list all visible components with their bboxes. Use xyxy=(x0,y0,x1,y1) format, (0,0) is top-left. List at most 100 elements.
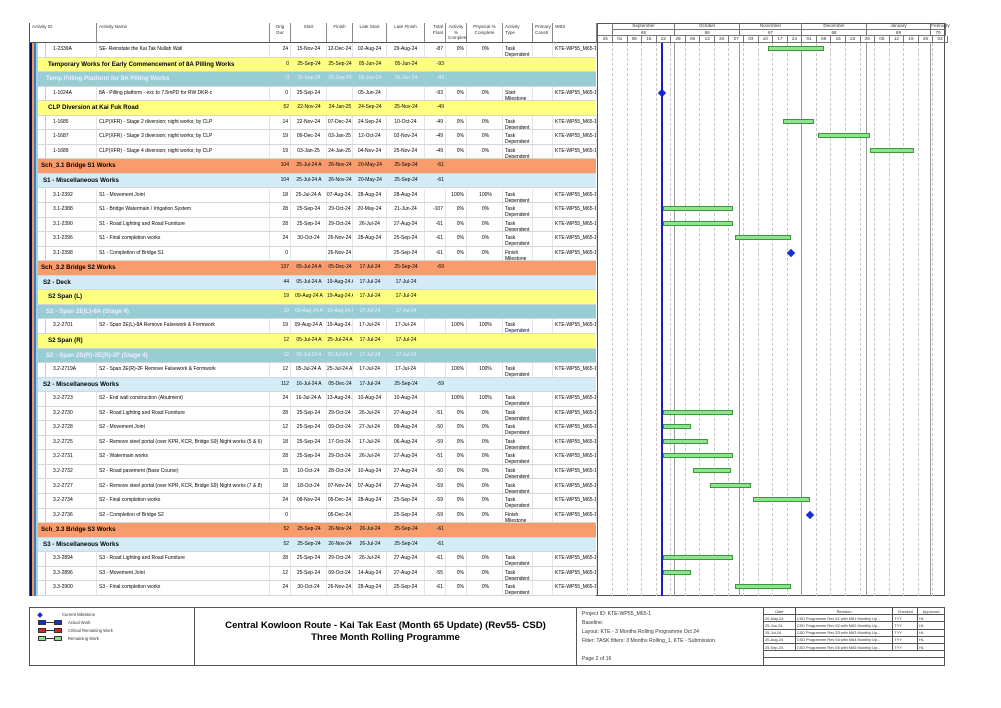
table-row[interactable]: 3.2-2725 S2 - Remove steel portal (over K… xyxy=(30,435,597,451)
remaining-work-bar[interactable] xyxy=(782,118,814,124)
orig-dur: 18 xyxy=(270,435,291,450)
summary-row[interactable]: S2 Span (R) 12 05-Jul-24 A 25-Jul-24 A 17-Ju… xyxy=(30,334,596,349)
col-header-activity-pct[interactable]: Activity % Complete xyxy=(446,23,468,43)
table-row[interactable]: 3.2-2730 S2 - Road Lighting and Road Furn… xyxy=(30,406,597,422)
start-date: 10-Oct-24 xyxy=(291,464,327,479)
summary-row[interactable]: S2 Span (L) 19 09-Aug-24 A 19-Aug-24 A 17-Ju… xyxy=(30,290,596,305)
table-row[interactable]: 3.2-2727 S2 - Remove steel portal (over K… xyxy=(30,479,597,495)
start-date: 25-Sep-24 xyxy=(297,526,321,533)
table-row[interactable]: 3.2-2734 S2 - Final completion works 24 08-… xyxy=(30,494,597,509)
table-row[interactable]: 3.2-2719A S2 - Span 2E(R)-2F Remove False… xyxy=(30,363,597,378)
table-row[interactable]: 3.1-2392 S1 - Movement Joint 18 25-Jul-24 A… xyxy=(30,188,597,204)
summary-row[interactable]: S2 - Miscellaneous Works 112 16-Jul-24 A 05… xyxy=(30,377,596,393)
remaining-work-bar[interactable] xyxy=(817,133,870,139)
col-header-late-finish[interactable]: Late Finish xyxy=(387,23,425,43)
activity-pct: 0% xyxy=(446,581,467,595)
table-row[interactable]: 1-1624A 8A - Pilling platform - exc to 7.… xyxy=(30,86,597,102)
table-row[interactable]: 3.1-2390 S1 - Road Lighting and Road Furn… xyxy=(30,217,597,233)
total-float: -55 xyxy=(425,566,446,581)
table-row[interactable]: 3.1-2396 S1 - Final completion works 24 30-… xyxy=(30,232,597,247)
finish-date: 12-Dec-24 xyxy=(327,43,353,57)
activity-pct: 0% xyxy=(446,217,467,232)
primary-constraint xyxy=(533,566,553,581)
remaining-work-bar[interactable] xyxy=(662,409,733,415)
week-gridline xyxy=(786,43,788,596)
remaining-work-bar[interactable] xyxy=(709,482,752,488)
table-row[interactable]: 3.1-2388 S1 - Bridge Watermain / Irrigati… xyxy=(30,203,597,218)
table-row[interactable]: 3.2-2723 S2 - End wall construction (Abut… xyxy=(30,392,597,407)
start-date: 22-Nov-24 xyxy=(291,115,327,130)
finish-date: 05-Dec-24 xyxy=(327,508,353,523)
revision-row-empty xyxy=(763,650,945,659)
summary-row[interactable]: CLP Diversion at Kai Fuk Road 52 22-Nov-24… xyxy=(30,101,596,116)
remaining-work-bar[interactable] xyxy=(662,569,692,575)
primary-constraint xyxy=(533,43,553,57)
table-row[interactable]: 1-1687 CLP(XFR) - Stage 3 diversion; nigh… xyxy=(30,130,597,145)
timeline-week: 01 xyxy=(613,36,628,43)
remaining-work-bar[interactable] xyxy=(693,467,731,473)
table-row[interactable]: 1-1689 CLP(XFR) - Stage 4 diversion; nigh… xyxy=(30,144,597,160)
start-date: 25-Sep-24 xyxy=(297,60,321,67)
table-row[interactable]: 3.2-2731 S2 - Watermain works 28 25-Sep-24 2… xyxy=(30,450,597,465)
activity-pct: 0% xyxy=(446,450,467,464)
orig-dur: 12 xyxy=(283,351,289,358)
remaining-work-bar[interactable] xyxy=(662,453,733,459)
col-header-activity-name[interactable]: Activity Name xyxy=(97,23,270,43)
summary-row[interactable]: S1 - Miscellaneous Works 104 25-Jul-24 A 26… xyxy=(30,173,596,189)
table-row[interactable]: 3.1-2398 S1 - Completion of Bridge S1 0 26-… xyxy=(30,246,597,262)
timeline-week: 02 xyxy=(933,36,948,43)
total-float: -61 xyxy=(436,540,444,547)
remaining-work-bar[interactable] xyxy=(662,206,733,212)
table-row[interactable]: 3.3-2894 S3 - Road Lighting and Road Furn… xyxy=(30,552,597,567)
revision-revision: CSD Programme Rev 52 with M62 Monthly Up… xyxy=(794,621,894,630)
remaining-work-bar[interactable] xyxy=(662,424,692,430)
summary-row[interactable]: Temp Pilling Platform for 8A Pilling Wor… xyxy=(30,72,596,87)
revision-approved: HL xyxy=(917,642,945,652)
summary-row[interactable]: Sch_3.1 Bridge S1 Works 104 25-Jul-24 A 26-… xyxy=(30,159,596,174)
col-header-start[interactable]: Start xyxy=(291,23,327,43)
remaining-work-bar[interactable] xyxy=(662,220,733,226)
remaining-work-bar[interactable] xyxy=(662,438,708,444)
table-row[interactable]: 3.2-2701 S2 - Span 2E(L)-8A Remove Falsew… xyxy=(30,319,597,334)
summary-row[interactable]: Temporary Works for Early Commencement o… xyxy=(30,57,596,73)
table-row[interactable]: 3.3-2900 S3 - Final completion works 24 30-… xyxy=(30,581,597,596)
remaining-work-bar[interactable] xyxy=(662,555,733,561)
remaining-work-bar[interactable] xyxy=(768,46,825,51)
table-row[interactable]: 1-2339A SE- Reinstate the Kai Tak Nullah … xyxy=(30,43,597,58)
table-row[interactable]: 3.2-2736 S2 - Completion of Bridge S2 0 05-… xyxy=(30,508,597,524)
summary-row[interactable]: S2 - Span 2D(R)-2E(R)-2F (Stage 4) 12 05-J… xyxy=(30,348,596,364)
summary-row[interactable]: S2 - Span 2E(L)-8A (Stage 4) 19 09-Aug-24 … xyxy=(30,304,596,320)
table-row[interactable]: 3.3-2896 S3 - Movement Joint 12 25-Sep-24 09… xyxy=(30,566,597,582)
remaining-work-bar[interactable] xyxy=(869,147,914,153)
late-start: 10-Aug-24 xyxy=(353,392,387,406)
col-header-activity-type[interactable]: Activity Type xyxy=(503,23,533,43)
col-header-finish[interactable]: Finish xyxy=(327,23,353,43)
timeline-week: 24 xyxy=(787,36,803,43)
summary-row[interactable]: Sch_3.2 Bridge S2 Works 137 05-Jul-24 A 05-… xyxy=(30,261,596,276)
remaining-work-bar[interactable] xyxy=(753,497,810,503)
wbs-code: KTE-WP55_M65-1 xyxy=(553,130,597,144)
col-header-total-float[interactable]: Total Float xyxy=(425,23,446,43)
summary-row[interactable]: S2 - Deck 44 05-Jul-24 A 19-Aug-24 A 17-Jul-… xyxy=(30,275,596,291)
col-header-activity-id[interactable]: Activity ID xyxy=(30,23,97,43)
table-row[interactable]: 3.2-2732 S2 - Road pavement (Base Course)… xyxy=(30,464,597,480)
col-header-physical-pct[interactable]: Physical % Complete xyxy=(467,23,503,43)
timeline-month-number: 67 xyxy=(739,30,803,36)
orig-dur: 19 xyxy=(270,130,291,144)
late-start xyxy=(353,508,387,523)
week-gridline xyxy=(844,43,846,596)
col-header-late-start[interactable]: Late Start xyxy=(353,23,387,43)
remaining-work-bar[interactable] xyxy=(734,584,791,590)
table-row[interactable]: 1-1685 CLP(XFR) - Stage 2 diversion; nigh… xyxy=(30,115,597,131)
remaining-work-bar[interactable] xyxy=(734,235,791,241)
col-header-primary-constraint[interactable]: Primary Constr xyxy=(533,23,553,43)
table-row[interactable]: 3.2-2728 S2 - Movement Joint 12 25-Sep-24 09… xyxy=(30,421,597,436)
physical-pct: 0% xyxy=(467,494,503,508)
wbs-code: KTE-WP55_M65-1 xyxy=(553,188,597,203)
col-header-wbs[interactable]: WBS xyxy=(553,23,597,43)
summary-row[interactable]: S3 - Miscellaneous Works 52 25-Sep-24 26-No… xyxy=(30,537,596,553)
col-header-orig-dur[interactable]: Orig Dur xyxy=(270,23,291,43)
activity-pct: 0% xyxy=(446,552,467,566)
summary-row[interactable]: Sch_3.3 Bridge S3 Works 52 25-Sep-24 26-Nov… xyxy=(30,523,596,538)
milestone-icon xyxy=(37,611,43,618)
